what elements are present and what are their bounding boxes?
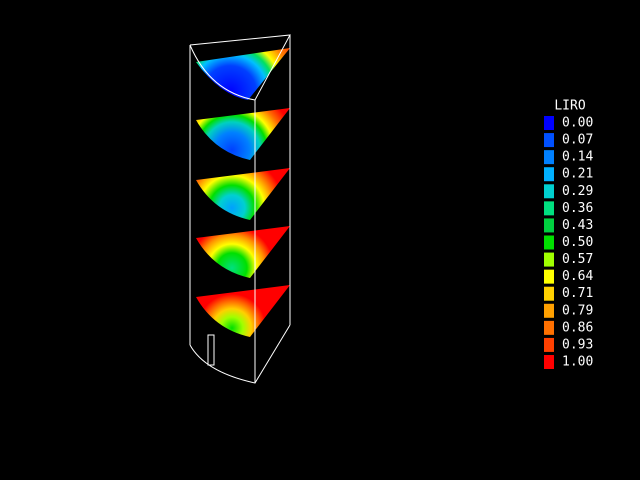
legend-swatch [544, 133, 554, 148]
top-edge [189, 34, 291, 101]
legend-label: 0.14 [562, 150, 593, 165]
legend-swatch [544, 320, 554, 335]
legend-label: 0.50 [562, 235, 593, 250]
legend-label: 0.07 [562, 133, 593, 148]
legend-label: 0.43 [562, 218, 593, 233]
legend: LIRO 0.00 0.07 0.14 0.21 0.29 0.36 0.43 0.50 0.5… [544, 99, 593, 370]
legend-label: 1.00 [562, 355, 593, 370]
slice [196, 108, 290, 160]
legend-swatch [544, 286, 554, 301]
legend-label: 0.86 [562, 320, 593, 335]
legend-swatch [544, 167, 554, 182]
legend-swatch [544, 303, 554, 318]
legend-swatch [544, 184, 554, 199]
slice [196, 168, 290, 220]
legend-swatch [544, 235, 554, 250]
legend-swatch [544, 201, 554, 216]
legend-label: 0.79 [562, 303, 593, 318]
legend-swatch [544, 269, 554, 284]
legend-label: 0.36 [562, 201, 593, 216]
legend-label: 0.71 [562, 286, 593, 301]
legend-swatch [544, 150, 554, 165]
legend-swatch [544, 218, 554, 233]
legend-label: 0.57 [562, 252, 593, 267]
legend-swatch [544, 355, 554, 369]
wireframe [189, 34, 291, 384]
legend-swatch [544, 116, 554, 130]
legend-label: 0.64 [562, 269, 593, 284]
legend-label: 0.21 [562, 167, 593, 182]
slice [196, 48, 290, 100]
bottom-edge [189, 324, 291, 384]
legend-label: 0.93 [562, 337, 593, 352]
slice [196, 226, 290, 278]
legend-label: 0.29 [562, 184, 593, 199]
legend-swatch [544, 252, 554, 267]
slices [196, 48, 290, 337]
legend-swatch [544, 337, 554, 352]
legend-title: LIRO [554, 99, 585, 114]
inlet [207, 334, 215, 366]
legend-label: 0.00 [562, 116, 593, 131]
slice [196, 285, 290, 337]
